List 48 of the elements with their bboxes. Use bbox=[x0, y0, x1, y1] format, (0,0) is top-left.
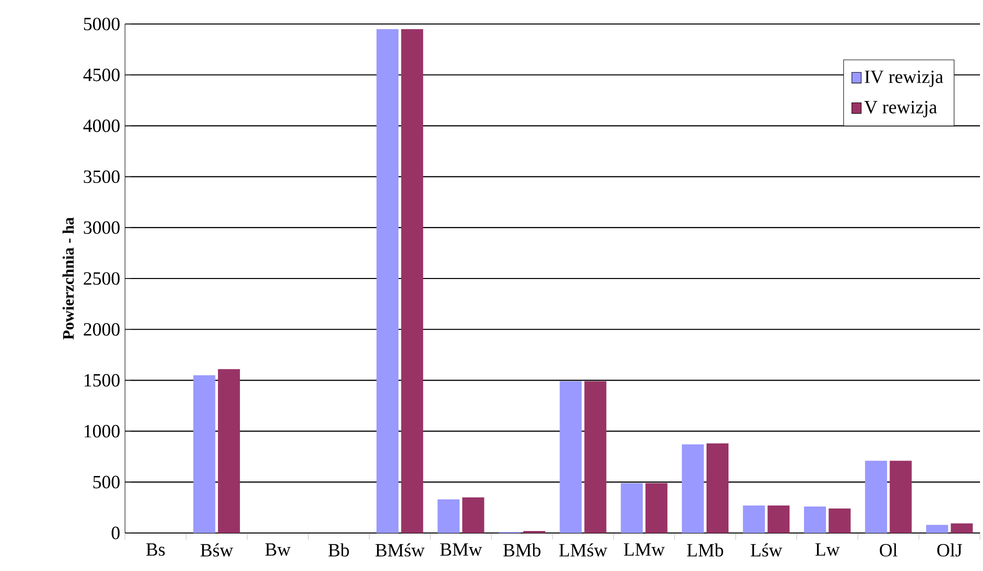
y-tick-label: 2000 bbox=[84, 323, 120, 336]
y-axis-title: Powierzchnia - ha bbox=[62, 217, 74, 340]
bar bbox=[376, 29, 398, 533]
bar bbox=[682, 444, 704, 533]
y-tick-label: 1500 bbox=[84, 374, 120, 387]
x-tick-label: BMb bbox=[503, 543, 540, 557]
x-tick-label: Bśw bbox=[200, 543, 234, 557]
bar bbox=[401, 29, 424, 533]
x-tick-label: Ol bbox=[880, 543, 898, 557]
y-tick-label: 3000 bbox=[84, 221, 120, 234]
legend-label: IV rewizja bbox=[864, 70, 944, 87]
y-tick-label: 0 bbox=[112, 526, 120, 540]
legend-label: V rewizja bbox=[864, 100, 937, 118]
bar bbox=[438, 499, 460, 533]
bar bbox=[584, 381, 606, 533]
x-tick-label: Bs bbox=[146, 543, 165, 556]
y-tick-label: 4000 bbox=[83, 119, 120, 132]
x-tick-label: LMśw bbox=[559, 543, 608, 557]
bar bbox=[462, 497, 484, 533]
x-tick-label: Lśw bbox=[750, 543, 782, 557]
y-tick-label: 4500 bbox=[83, 68, 120, 82]
bar bbox=[950, 523, 973, 533]
x-tick-label: BMw bbox=[440, 543, 482, 556]
bar bbox=[828, 508, 851, 533]
x-tick-label: LMw bbox=[624, 543, 665, 556]
x-tick-label: Bb bbox=[328, 543, 349, 557]
bar bbox=[193, 375, 216, 533]
bar bbox=[865, 460, 888, 533]
bar bbox=[706, 443, 728, 533]
y-tick-label: 500 bbox=[93, 476, 120, 488]
bar bbox=[804, 506, 826, 533]
bar bbox=[620, 483, 643, 533]
bar bbox=[890, 460, 912, 533]
x-tick-label: LMb bbox=[687, 543, 724, 557]
bar bbox=[560, 381, 582, 533]
x-tick-label: Bw bbox=[265, 543, 291, 556]
x-tick-label: OlJ bbox=[937, 543, 962, 557]
x-tick-label: BMśw bbox=[375, 543, 425, 557]
y-tick-label: 1000 bbox=[84, 424, 120, 438]
bar bbox=[742, 506, 765, 533]
y-tick-label: 5000 bbox=[84, 18, 120, 30]
bar bbox=[926, 524, 948, 533]
y-tick-label: 2500 bbox=[84, 272, 120, 285]
bar bbox=[218, 369, 240, 533]
bar bbox=[768, 506, 790, 533]
x-tick-label: Lw bbox=[815, 543, 840, 556]
bar bbox=[645, 483, 668, 533]
y-tick-label: 3500 bbox=[84, 170, 120, 183]
